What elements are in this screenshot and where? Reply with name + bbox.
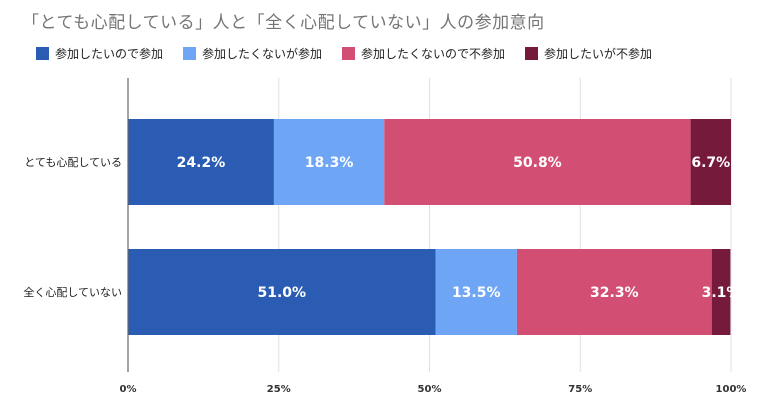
data-label: 13.5% [452,285,501,301]
data-label: 24.2% [177,155,226,171]
legend-swatch-0 [36,47,49,60]
legend-item: 参加したくないので不参加 [342,45,505,62]
x-tick-label: 100% [716,384,747,395]
bar-segment [435,249,517,335]
legend-swatch-2 [342,47,356,60]
legend-item: 参加したいので参加 [36,45,163,62]
x-tick-label: 50% [418,384,442,395]
data-label: 50.8% [513,155,562,171]
data-label: 32.3% [590,285,639,301]
legend-swatch-3 [525,47,539,60]
data-label: 6.7% [691,155,730,171]
data-label: 18.3% [305,155,354,171]
legend-swatch-1 [183,47,197,60]
data-label: 3.1% [702,285,741,301]
category-label: 全く心配していない [23,285,122,299]
x-tick-label: 25% [267,384,291,395]
data-label: 51.0% [257,285,306,301]
legend-item: 参加したくないが参加 [183,45,322,62]
legend-label: 参加したくないが参加 [202,47,323,61]
bar-segment [128,119,274,205]
bar-segment [516,249,712,335]
bar-segment [690,119,731,205]
bar-segment [273,119,385,205]
chart-title: 「とても心配している」人と「全く心配していない」人の参加意向 [22,13,545,33]
legend-label: 参加したくないので不参加 [361,47,506,61]
bar-segment [128,249,436,335]
legend-item: 参加したいが不参加 [525,45,652,62]
category-label: とても心配している [24,156,122,169]
bar-segment [711,249,731,335]
legend: 参加したいので参加 参加したくないが参加 参加したくないので不参加 参加したいが… [36,45,652,62]
legend-label: 参加したいが不参加 [544,47,653,61]
legend-label: 参加したいので参加 [55,47,164,61]
x-tick-label: 0% [120,384,137,395]
bar-segment [384,119,691,205]
x-tick-label: 75% [568,384,592,395]
